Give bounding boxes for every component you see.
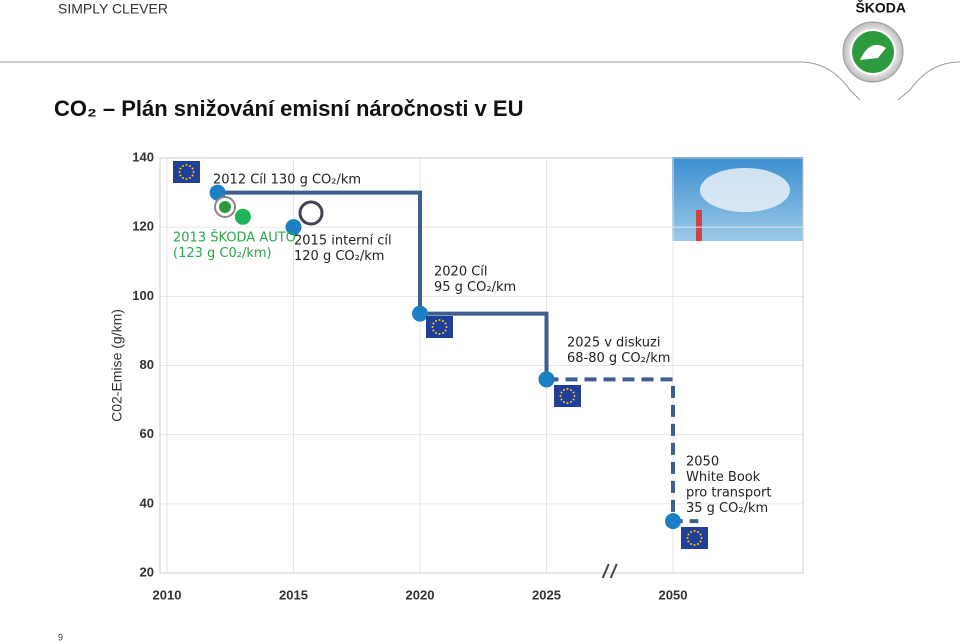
eu-star xyxy=(560,391,563,394)
point xyxy=(285,219,302,236)
eu-star xyxy=(566,402,569,404)
annotation: 2015 interní cíl xyxy=(294,234,392,249)
eu-star xyxy=(179,167,182,170)
eu-star xyxy=(432,329,435,332)
eu-star xyxy=(178,171,181,173)
y-tick-label: 40 xyxy=(140,495,154,510)
eu-star xyxy=(572,391,575,394)
x-tick-label: 2050 xyxy=(659,587,688,602)
photo-cloud xyxy=(700,168,790,212)
y-tick-label: 120 xyxy=(132,219,154,234)
slide-title: CO₂ – Plán snižování emisní náročnosti v… xyxy=(54,96,523,121)
eu-star xyxy=(191,167,194,170)
eu-star xyxy=(191,174,194,177)
eu-star xyxy=(563,401,565,404)
eu-star xyxy=(563,388,565,391)
point xyxy=(665,513,681,530)
point xyxy=(538,371,555,388)
eu-star xyxy=(192,171,195,173)
annotation: (123 g C0₂/km) xyxy=(173,246,272,261)
point xyxy=(234,208,251,225)
eu-star xyxy=(185,178,188,180)
photo-chimney xyxy=(696,210,702,241)
eu-flag xyxy=(554,385,581,407)
eu-star xyxy=(693,530,696,532)
y-tick-label: 100 xyxy=(132,288,154,303)
page-number: 9 xyxy=(58,632,63,642)
y-tick-label: 140 xyxy=(132,149,154,164)
eu-star xyxy=(686,537,689,539)
eu-star xyxy=(438,333,441,335)
eu-star xyxy=(442,332,444,335)
eu-star xyxy=(444,322,447,325)
eu-star xyxy=(699,533,702,536)
eu-star xyxy=(687,533,690,536)
annotation: pro transport xyxy=(686,486,771,501)
eu-star xyxy=(566,388,569,390)
y-tick-label: 60 xyxy=(140,426,154,441)
x-tick-label: 2020 xyxy=(406,587,435,602)
eu-star xyxy=(185,164,188,166)
eu-star xyxy=(189,164,191,167)
annotation: 95 g CO₂/km xyxy=(434,280,516,295)
x-tick-label: 2010 xyxy=(153,587,182,602)
eu-star xyxy=(687,540,690,543)
header-rule xyxy=(0,61,861,101)
annotation: 2050 xyxy=(686,455,719,470)
annotation: 35 g CO₂/km xyxy=(686,501,768,516)
annotation: 120 g CO₂/km xyxy=(294,249,384,264)
eu-star xyxy=(432,322,435,325)
eu-star xyxy=(438,319,441,321)
point xyxy=(412,305,428,322)
y-tick-label: 80 xyxy=(140,357,154,372)
eu-star xyxy=(697,530,699,533)
eu-flag xyxy=(426,316,453,338)
eu-star xyxy=(570,401,572,404)
eu-star xyxy=(435,319,437,322)
eu-star xyxy=(572,398,575,401)
eu-flag xyxy=(173,161,200,183)
y-axis-label: C02-Emise (g/km) xyxy=(109,309,125,422)
eu-star xyxy=(442,319,444,322)
logo-arrow xyxy=(860,44,886,60)
eu-star xyxy=(182,164,184,167)
annotation: 2013 ŠKODA AUTO xyxy=(173,230,296,246)
eu-star xyxy=(573,395,576,397)
plot-frame xyxy=(159,157,804,574)
annotation: 68-80 g CO₂/km xyxy=(567,351,670,366)
eu-star xyxy=(693,544,696,546)
tagline: SIMPLY CLEVER xyxy=(58,1,168,17)
eu-star xyxy=(445,326,448,328)
annotation: 2025 v diskuzi xyxy=(567,336,660,351)
eu-star xyxy=(444,329,447,332)
eu-star xyxy=(690,543,692,546)
annotation: White Book xyxy=(686,470,761,485)
plot: 20 40 60 80 100 120 140 2010 2015 2020 2025 2050 C02… xyxy=(109,149,804,602)
header-rule xyxy=(897,61,960,101)
eu-star xyxy=(182,177,184,180)
brand: ŠKODA xyxy=(855,0,906,16)
eu-star xyxy=(560,398,563,401)
eu-star xyxy=(699,540,702,543)
vw-icon xyxy=(298,200,324,226)
annotation: 2012 Cíl 130 g CO₂/km xyxy=(213,173,361,188)
step-line xyxy=(546,377,699,524)
eu-star xyxy=(570,388,572,391)
eu-star xyxy=(700,537,703,539)
y-tick-label: 20 xyxy=(140,564,154,579)
annotation: 2020 Cíl xyxy=(434,265,488,280)
eu-flag xyxy=(681,527,708,549)
x-tick-label: 2025 xyxy=(532,587,561,602)
x-tick-label: 2015 xyxy=(279,587,308,602)
eu-star xyxy=(697,543,699,546)
eu-star xyxy=(435,332,437,335)
axis-break xyxy=(601,563,618,579)
eu-star xyxy=(431,326,434,328)
eu-star xyxy=(179,174,182,177)
eu-star xyxy=(559,395,562,397)
eu-star xyxy=(690,530,692,533)
eu-star xyxy=(189,177,191,180)
skoda-icon-inner xyxy=(219,201,231,213)
